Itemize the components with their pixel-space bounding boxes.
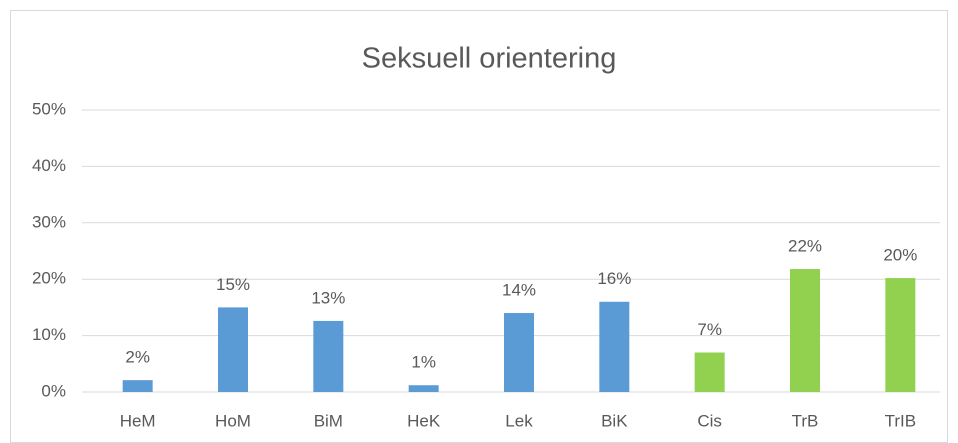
bar: [122, 380, 153, 392]
data-label: 1%: [411, 353, 436, 372]
y-tick-label: 0%: [41, 381, 66, 400]
bar: [218, 307, 248, 392]
bar: [408, 385, 439, 392]
bar: [313, 320, 344, 392]
data-label: 2%: [125, 348, 150, 367]
bar: [504, 313, 534, 392]
bar: [694, 352, 725, 392]
y-tick-label: 50%: [32, 99, 66, 118]
x-tick-label: HeK: [407, 411, 441, 430]
data-label: 14%: [502, 281, 536, 300]
bar: [599, 301, 630, 392]
bar: [885, 278, 916, 392]
y-tick-label: 20%: [32, 269, 66, 288]
data-label: 13%: [311, 288, 345, 307]
x-tick-label: BiM: [314, 411, 343, 430]
data-label: 20%: [883, 246, 917, 265]
y-tick-label: 30%: [32, 212, 66, 231]
data-label: 22%: [788, 237, 822, 256]
x-tick-label: TrB: [792, 411, 819, 430]
data-label: 16%: [597, 269, 631, 288]
x-tick-label: BiK: [601, 411, 628, 430]
y-tick-label: 10%: [32, 325, 66, 344]
x-tick-label: HoM: [215, 411, 251, 430]
data-label: 15%: [216, 275, 250, 294]
x-tick-label: TrIB: [885, 411, 916, 430]
data-label: 7%: [697, 320, 722, 339]
x-tick-label: Lek: [505, 411, 533, 430]
chart-title: Seksuell orientering: [362, 43, 617, 75]
y-tick-label: 40%: [32, 156, 66, 175]
bar: [790, 269, 820, 392]
x-tick-label: Cis: [697, 411, 722, 430]
x-tick-label: HeM: [120, 411, 156, 430]
